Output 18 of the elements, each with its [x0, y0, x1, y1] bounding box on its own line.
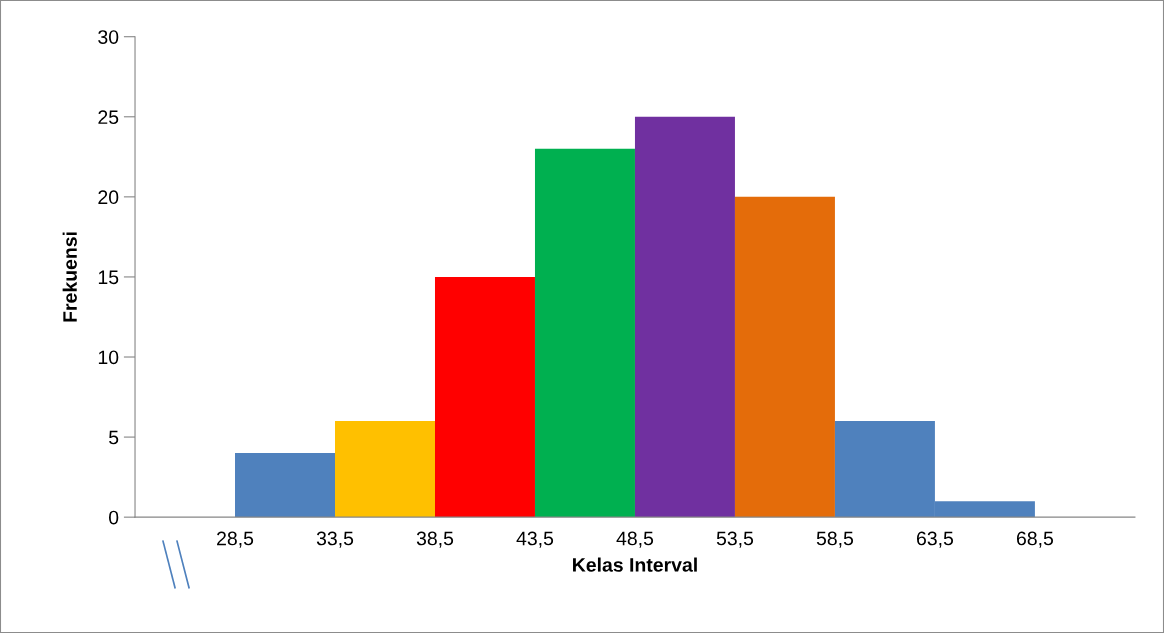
- x-tick-label: 58,5: [816, 531, 854, 548]
- y-tick-label: 30: [98, 30, 119, 44]
- x-tick-label: 53,5: [716, 531, 754, 548]
- x-tick-label: 28,5: [217, 531, 254, 548]
- x-tick-label: 33,5: [316, 531, 354, 548]
- y-tick-label: 0: [109, 510, 119, 525]
- y-tick-label: 20: [98, 190, 119, 205]
- x-tick-label: 43,5: [516, 531, 554, 548]
- x-tick-label: 63,5: [916, 531, 954, 548]
- y-tick-label: 5: [109, 430, 119, 445]
- x-tick-label: 68,5: [1016, 531, 1054, 548]
- x-tick-label: 38,5: [416, 531, 454, 548]
- x-tick-label: 48,5: [616, 531, 654, 548]
- y-tick-label: 15: [98, 270, 119, 285]
- y-tick-label: 10: [98, 350, 119, 365]
- y-axis-title: Frekuensi: [62, 232, 77, 322]
- x-axis-title: Kelas Interval: [573, 557, 697, 572]
- y-tick-label: 25: [98, 110, 119, 125]
